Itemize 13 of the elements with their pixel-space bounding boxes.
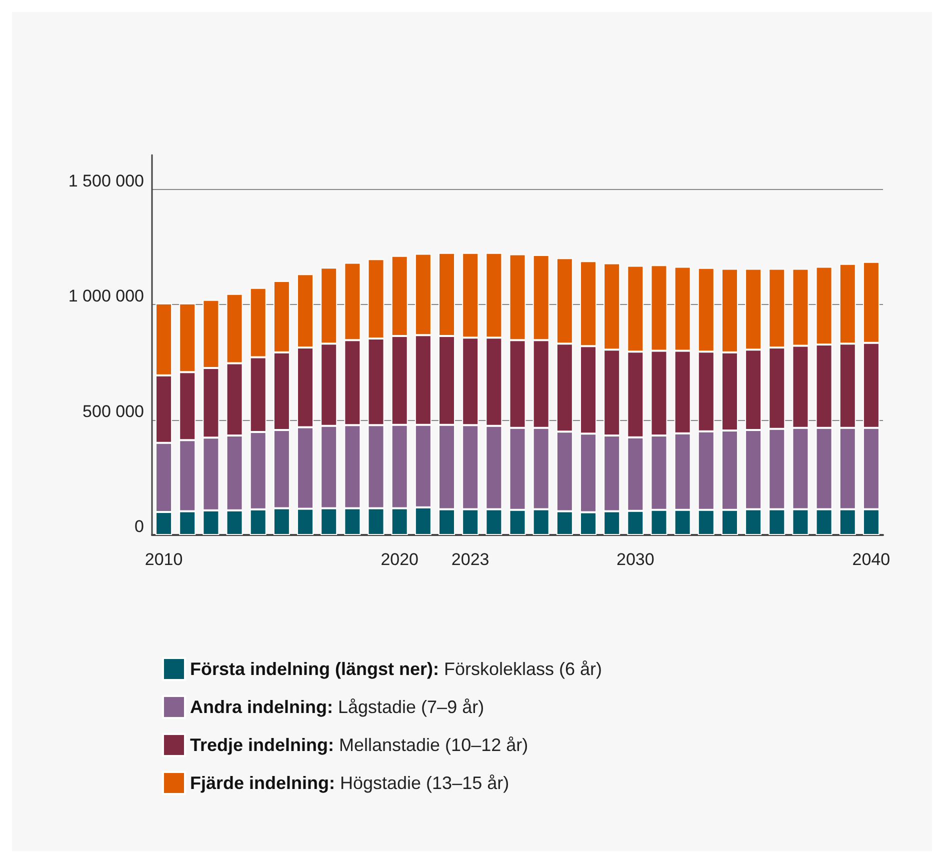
legend-label: Tredje indelning: Mellanstadie (10–12 år): [190, 735, 528, 755]
y-tick-label: 1 500 000: [68, 172, 144, 191]
x-tick-label: 2023: [451, 550, 490, 569]
legend-label: Första indelning (längst ner): Förskoleklass (6 år): [190, 659, 602, 679]
legend-label: Fjärde indelning: Högstadie (13–15 år): [190, 773, 510, 793]
x-tick-label: 2040: [852, 550, 890, 569]
x-tick-label: 2020: [380, 550, 419, 569]
x-tick-label: 2030: [616, 550, 654, 569]
y-tick-label: 0: [134, 517, 144, 536]
x-tick-label: 2010: [144, 550, 183, 569]
legend-label: Andra indelning: Lågstadie (7–9 år): [190, 697, 484, 717]
y-tick-label: 500 000: [82, 402, 144, 421]
y-tick-label: 1 000 000: [68, 286, 144, 306]
